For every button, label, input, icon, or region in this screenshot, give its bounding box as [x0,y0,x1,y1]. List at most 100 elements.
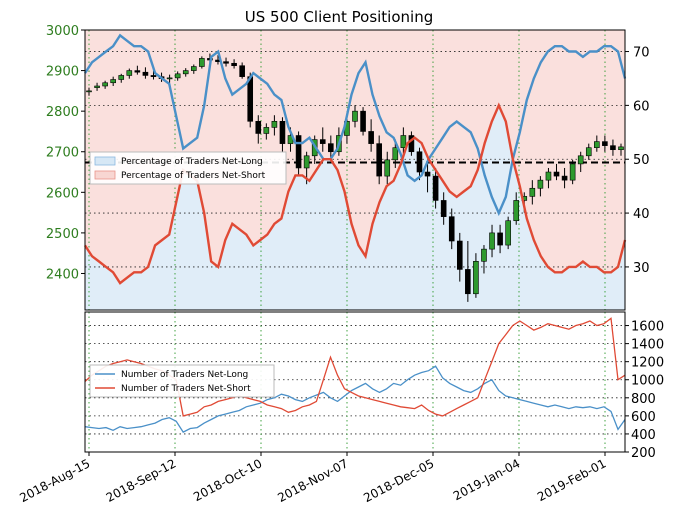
candle-body-63 [594,141,600,148]
candle-body-2 [102,82,108,87]
candle-body-53 [513,200,520,222]
top-legend-box [89,151,287,185]
price-tick-label-4: 2800 [46,105,79,120]
candle-body-49 [481,248,487,262]
candle-body-62 [585,147,592,157]
legend-label-net-short-pct: Percentage of Traders Net-Short [121,171,266,181]
bottom-panel: 200 400 600 800 1000 1200 1400 1600 Number of T… [84,311,664,461]
candle-body-19 [239,65,245,77]
candle-body-44 [440,200,447,217]
count-tick-label-0: 200 [631,446,656,461]
net-long-percentage-line [83,33,627,217]
date-tick-label-1: 2018-Sep-12 [104,456,179,505]
candle-body-27 [303,155,310,169]
percentage-lines [83,33,627,285]
candle-body-18 [231,62,237,67]
candle-body-17 [223,61,229,64]
price-tick-label-0: 2400 [46,267,79,282]
legend-swatch-net-short-pct [94,170,116,180]
pct-tick-label-3: 60 [633,99,650,114]
date-tick-label-2: 2018-Oct-10 [191,456,264,504]
candle-body-10 [166,77,173,80]
bottom-panel-border [84,311,626,453]
candle-body-33 [352,110,358,122]
candle-body-26 [295,135,302,169]
candle-body-14 [199,58,205,67]
candle-body-48 [473,261,479,295]
bottom-legend-box [89,364,275,398]
candle-body-8 [150,75,157,77]
candle-body-59 [561,175,568,181]
legend-label-net-long-pct: Percentage of Traders Net-Long [121,157,263,167]
candle-body-57 [545,171,552,181]
candle-body-3 [110,79,116,84]
candle-body-29 [319,139,326,144]
candle-body-60 [569,163,576,181]
candle-body-0 [86,90,92,93]
trader-count-axis: 200 400 600 800 1000 1200 1400 1600 [625,320,664,461]
date-tick-label-3: 2018-Nov-07 [275,456,350,505]
candle-body-24 [279,121,286,144]
candle-body-36 [376,143,382,177]
top-panel-border [84,29,626,311]
count-tick-label-1: 400 [631,428,656,443]
date-axis: 2018-Aug-15 2018-Sep-12 2018-Oct-10 2018-No… [17,452,608,505]
candle-body-30 [328,143,334,153]
candle-body-22 [263,127,270,134]
count-tick-label-7: 1600 [631,320,664,335]
candle-body-65 [610,145,616,151]
candle-body-40 [408,135,415,153]
legend-label-net-short-count: Number of Traders Net-Short [121,384,251,394]
candle-body-21 [255,121,262,134]
candle-body-51 [497,232,503,246]
candle-body-20 [247,76,254,122]
price-axis: 2400 2500 2600 2700 2800 2900 3000 [46,24,85,282]
candle-body-34 [360,110,366,132]
candle-body-13 [190,66,197,71]
candle-body-45 [448,216,455,242]
price-tick-label-1: 2500 [46,227,79,242]
candle-body-35 [368,131,374,144]
date-tick-label-0: 2018-Aug-15 [17,456,92,505]
net-short-area [85,30,625,284]
count-tick-label-5: 1200 [631,356,664,371]
candle-body-46 [456,240,463,270]
top-legend: Percentage of Traders Net-Long Percentag… [89,151,287,185]
price-tick-label-5: 2900 [46,65,79,80]
date-tick-label-5: 2019-Jan-04 [451,456,523,503]
candle-body-55 [529,187,536,197]
price-tick-label-6: 3000 [46,24,79,39]
bottom-legend: Number of Traders Net-Long Number of Tra… [89,364,275,398]
chart-title: US 500 Client Positioning [245,8,433,26]
candle-body-66 [618,146,624,151]
pct-tick-label-1: 40 [633,207,650,222]
candle-body-43 [432,175,439,201]
candle-body-39 [400,135,407,148]
top-panel-area-fills [85,30,625,311]
legend-swatch-net-long-pct [94,156,116,166]
count-tick-label-6: 1400 [631,338,664,353]
legend-label-net-long-count: Number of Traders Net-Long [121,370,248,380]
price-tick-label-2: 2600 [46,186,79,201]
candle-body-56 [537,179,544,189]
candle-body-58 [553,171,560,177]
candle-body-4 [118,75,125,80]
price-candlesticks [86,53,624,302]
candle-body-11 [174,73,181,79]
candle-body-61 [577,155,584,165]
percentage-axis: 30 40 50 60 70 [625,46,650,276]
count-tick-label-2: 600 [631,410,656,425]
candle-body-23 [271,121,278,128]
candle-body-37 [384,159,391,177]
candle-body-7 [142,71,149,76]
trader-count-line-0 [84,365,626,433]
candle-body-47 [465,269,471,295]
candle-body-50 [489,232,495,250]
date-tick-label-4: 2018-Dec-05 [361,456,436,505]
candle-body-6 [134,70,141,73]
candle-body-52 [505,220,511,246]
candle-body-5 [126,70,133,76]
date-tick-label-6: 2019-Feb-01 [535,456,608,504]
net-long-area [85,105,625,311]
